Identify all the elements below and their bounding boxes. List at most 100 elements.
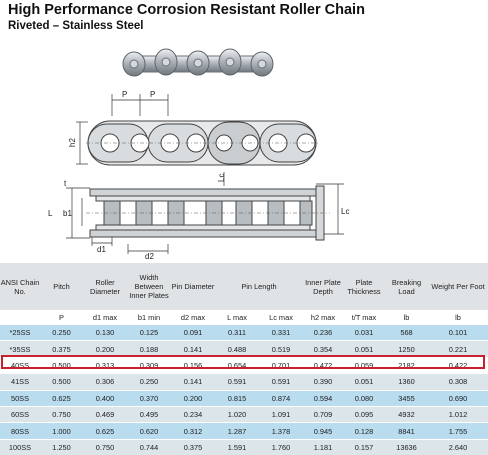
header-cell: Width Between Inner Plates (127, 263, 171, 310)
header-cell: Inner Plate Depth (303, 263, 343, 310)
table-cell: 41SS (0, 374, 40, 390)
unit-cell: Lc max (259, 310, 303, 325)
table-cell: 0.051 (343, 374, 385, 390)
table-cell: 0.313 (83, 357, 127, 373)
table-cell: 0.354 (303, 341, 343, 357)
table-cell: 0.200 (171, 390, 215, 406)
table-cell: 0.250 (127, 374, 171, 390)
table-cell: 0.874 (259, 390, 303, 406)
table-cell: 0.654 (215, 357, 259, 373)
table-cell: 0.312 (171, 423, 215, 439)
table-cell: 0.051 (343, 341, 385, 357)
dim-label-b1: b1 (63, 209, 72, 218)
table-cell: *25SS (0, 325, 40, 341)
table-cell: 0.130 (83, 325, 127, 341)
table-cell: 0.331 (259, 325, 303, 341)
table-cell: 568 (385, 325, 428, 341)
table-cell: 0.500 (40, 357, 83, 373)
table-cell: 0.156 (171, 357, 215, 373)
table-cell: 0.101 (428, 325, 488, 341)
dim-label-d2: d2 (145, 252, 154, 261)
table-cell: 0.095 (343, 406, 385, 422)
table-cell: 100SS (0, 439, 40, 455)
table-cell: 0.234 (171, 406, 215, 422)
table-cell: 0.594 (303, 390, 343, 406)
page-subtitle: Riveted – Stainless Steel (8, 20, 144, 32)
table-cell: 1.755 (428, 423, 488, 439)
table-cell: 8841 (385, 423, 428, 439)
table-cell: 0.488 (215, 341, 259, 357)
table-cell: 0.591 (259, 374, 303, 390)
header-cell: Plate Thickness (343, 263, 385, 310)
table-cell: 60SS (0, 406, 40, 422)
header-cell: Breaking Load (385, 263, 428, 310)
table-cell: 0.157 (343, 439, 385, 455)
table-cell: 1.287 (215, 423, 259, 439)
table-cell: 40SS (0, 357, 40, 373)
table-cell: 0.236 (303, 325, 343, 341)
table-cell: 0.945 (303, 423, 343, 439)
unit-cell: d2 max (171, 310, 215, 325)
table-cell: 0.128 (343, 423, 385, 439)
table-cell: 0.591 (215, 374, 259, 390)
unit-cell: P (40, 310, 83, 325)
header-cell: Pin Length (215, 263, 303, 310)
table-cell: 50SS (0, 390, 40, 406)
chain-technical-drawing: P P h2 Lc Lc t L b1 d1 d2 (0, 86, 488, 262)
table-cell: *35SS (0, 341, 40, 357)
table-cell: 1.020 (215, 406, 259, 422)
table-cell: 4932 (385, 406, 428, 422)
dim-label-p2: P (150, 90, 155, 99)
table-cell: 13636 (385, 439, 428, 455)
header-cell: Roller Diameter (83, 263, 127, 310)
table-cell: 0.495 (127, 406, 171, 422)
dim-label-t: t (64, 179, 67, 188)
table-cell: 1.250 (40, 439, 83, 455)
chain-photo (118, 46, 278, 84)
unit-cell: lb (428, 310, 488, 325)
table-cell: 2182 (385, 357, 428, 373)
table-cell: 0.422 (428, 357, 488, 373)
table-cell: 0.188 (127, 341, 171, 357)
unit-cell: t/T max (343, 310, 385, 325)
dim-label-p1: P (122, 90, 127, 99)
table-cell: 0.472 (303, 357, 343, 373)
header-cell: ANSI Chain No. (0, 263, 40, 310)
table-cell: 0.141 (171, 374, 215, 390)
table-cell: 0.519 (259, 341, 303, 357)
table-cell: 0.400 (83, 390, 127, 406)
table-cell: 0.744 (127, 439, 171, 455)
unit-cell: b1 min (127, 310, 171, 325)
unit-cell: d1 max (83, 310, 127, 325)
table-cell: 0.815 (215, 390, 259, 406)
table-cell: 0.308 (428, 374, 488, 390)
table-cell: 1.012 (428, 406, 488, 422)
table-cell: 1250 (385, 341, 428, 357)
dim-label-d1: d1 (97, 245, 106, 254)
header-row: ANSI Chain No. Pitch Roller Diameter Wid… (0, 263, 488, 310)
table-cell: 1.760 (259, 439, 303, 455)
table-cell: 1.000 (40, 423, 83, 439)
table-cell: 0.200 (83, 341, 127, 357)
table-cell: 0.701 (259, 357, 303, 373)
table-cell: 1.378 (259, 423, 303, 439)
table-cell: 0.709 (303, 406, 343, 422)
unit-cell: lb (385, 310, 428, 325)
table-cell: 0.375 (40, 341, 83, 357)
page-title: High Performance Corrosion Resistant Rol… (8, 2, 365, 18)
table-cell: 0.091 (171, 325, 215, 341)
table-cell: 0.690 (428, 390, 488, 406)
table-cell: 0.500 (40, 374, 83, 390)
dim-label-lc-side: Lc (341, 207, 349, 216)
header-cell: Pin Diameter (171, 263, 215, 310)
header-cell: Pitch (40, 263, 83, 310)
table-cell: 0.059 (343, 357, 385, 373)
table-cell: 0.031 (343, 325, 385, 341)
unit-cell: h2 max (303, 310, 343, 325)
table-cell: 0.750 (83, 439, 127, 455)
table-cell: 0.370 (127, 390, 171, 406)
